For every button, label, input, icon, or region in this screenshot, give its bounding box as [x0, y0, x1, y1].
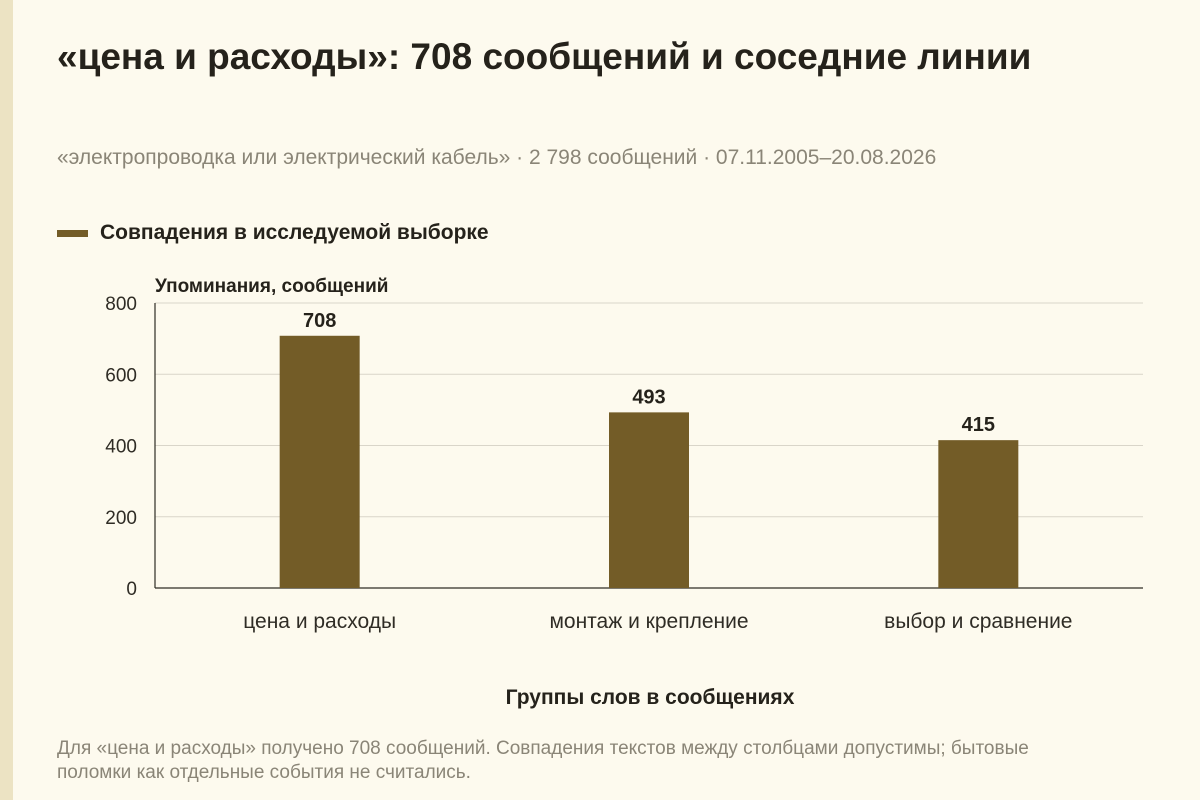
- y-tick-label: 600: [105, 365, 137, 386]
- bar: [279, 335, 360, 588]
- data-label: 708: [303, 310, 336, 332]
- y-tick-label: 0: [126, 579, 137, 600]
- x-category-label: монтаж и крепление: [549, 610, 748, 633]
- legend: Совпадения в исследуемой выборке: [57, 219, 489, 247]
- chart-title: «цена и расходы»: 708 сообщений и соседн…: [57, 36, 1032, 77]
- left-accent-stripe: [0, 0, 13, 800]
- chart-subtitle: «электропроводка или электрический кабел…: [57, 146, 937, 169]
- x-category-label: выбор и сравнение: [884, 610, 1072, 633]
- legend-swatch: [57, 229, 88, 237]
- y-tick-label: 400: [105, 437, 137, 458]
- legend-label: Совпадения в исследуемой выборке: [100, 221, 489, 244]
- y-tick-label: 800: [105, 294, 137, 315]
- x-category-label: цена и расходы: [243, 610, 396, 633]
- bar: [938, 440, 1019, 588]
- y-tick-label: 200: [105, 508, 137, 529]
- y-axis-title: Упоминания, сообщений: [155, 276, 388, 297]
- bar: [609, 412, 689, 588]
- footnote: Для «цена и расходы» получено 708 сообще…: [57, 738, 1029, 783]
- data-label: 415: [962, 414, 995, 436]
- data-label: 493: [632, 386, 665, 408]
- x-axis-title: Группы слов в сообщениях: [505, 686, 795, 709]
